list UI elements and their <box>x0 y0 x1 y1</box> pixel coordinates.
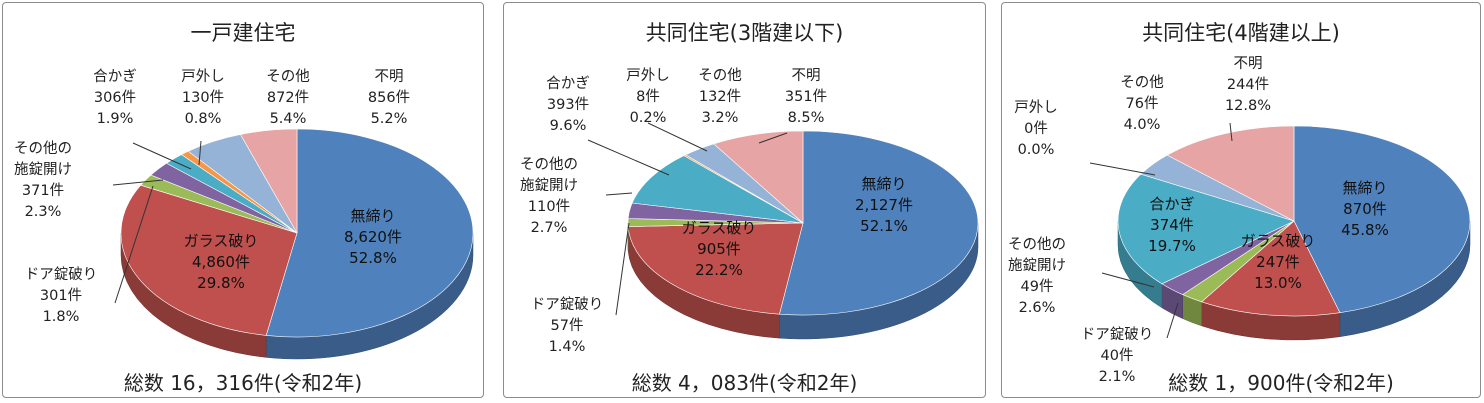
slice-label-ドア錠破り: ドア錠破り 301件 1.8% <box>25 266 98 325</box>
pie-slices <box>120 128 474 338</box>
leader-line-その他の施錠開け <box>605 192 633 196</box>
leader-line-ドア錠破り <box>1166 302 1179 339</box>
slice-label-戸外し: 戸外し 0件 0.0% <box>1014 99 1058 158</box>
pie-slice-合かぎ <box>1117 173 1295 285</box>
slice-label-その他: その他 872件 5.4% <box>266 68 310 127</box>
pie-slice-不明 <box>1166 125 1295 222</box>
slice-label-不明: 不明 244件 12.8% <box>1225 56 1271 114</box>
leader-line-戸外し <box>198 140 202 166</box>
pie-slices <box>627 130 979 316</box>
leader-line-ドア錠破り <box>615 222 630 316</box>
pie-slice-無締り <box>265 128 474 338</box>
slice-label-戸外し: 戸外し 130件 0.8% <box>181 68 225 127</box>
slice-label-不明: 不明 351件 8.5% <box>785 68 827 126</box>
chart-total: 総数 4，083件(令和2年) <box>631 371 858 395</box>
slice-label-ガラス破り: ガラス破り 247件 13.0% <box>1241 232 1316 292</box>
slice-label-ガラス破り: ガラス破り 4,860件 29.8% <box>184 232 259 292</box>
slice-label-その他: その他 76件 4.0% <box>1120 74 1164 133</box>
slice-label-ドア錠破り: ドア錠破り 40件 2.1% <box>1081 326 1154 385</box>
leader-line-合かぎ <box>132 142 192 170</box>
pie-labels: 無締り 2,127件 52.1% ガラス破り 905件 22.2% ドア錠破り 57件 1.4%… <box>520 67 913 355</box>
slice-label-その他の施錠開け: その他の施錠開け 49件 2.6% <box>1008 236 1066 316</box>
slice-label-その他の施錠開け: その他の施錠開け 371件 2.3% <box>14 140 72 220</box>
slice-label-合かぎ: 合かぎ 393件 9.6% <box>546 75 590 134</box>
pie-chart-apartment-low: 無締り 2,127件 52.1% ガラス破り 905件 22.2% ドア錠破り 57件 1.4%… <box>520 67 979 355</box>
slice-label-合かぎ: 合かぎ 374件 19.7% <box>1148 195 1196 255</box>
slice-label-その他: その他 132件 3.2% <box>698 67 742 126</box>
chart-panel-apartment-low: 無締り 2,127件 52.1% ガラス破り 905件 22.2% ドア錠破り 57件 1.4%… <box>503 2 986 398</box>
leader-line-ドア錠破り <box>114 185 154 304</box>
pie-labels: 無締り 8,620件 52.8% ガラス破り 4,860件 29.8% ドア錠破り 301件 1… <box>14 68 410 325</box>
slice-label-ドア錠破り: ドア錠破り 57件 1.4% <box>531 296 604 355</box>
chart-title: 共同住宅(3階建以下) <box>645 21 844 45</box>
pie-chart-detached-house: 無締り 8,620件 52.8% ガラス破り 4,860件 29.8% ドア錠破り 301件 1… <box>14 68 474 360</box>
chart-total: 総数 1，900件(令和2年) <box>1168 371 1394 395</box>
pie-slice-無締り <box>1293 125 1471 314</box>
slice-label-不明: 不明 856件 5.2% <box>368 69 410 127</box>
chart-panel-detached-house: 無締り 8,620件 52.8% ガラス破り 4,860件 29.8% ドア錠破り 301件 1… <box>2 2 484 398</box>
leader-line-戸外し <box>647 122 708 152</box>
chart-panel-apartment-high: 無締り 870件 45.8% ガラス破り 247件 13.0% ドア錠破り 40件 2.1% その… <box>1001 2 1481 398</box>
leader-line-その他の施錠開け <box>112 179 164 186</box>
chart-title: 一戸建住宅 <box>190 21 296 45</box>
leader-line-不明 <box>758 132 788 144</box>
leader-line-不明 <box>1229 122 1233 142</box>
pie-slices <box>1117 125 1471 317</box>
slice-label-戸外し: 戸外し 8件 0.2% <box>626 67 670 126</box>
slice-label-ガラス破り: ガラス破り 905件 22.2% <box>682 219 757 279</box>
leader-line-合かぎ <box>587 139 670 176</box>
slice-label-合かぎ: 合かぎ 306件 1.9% <box>93 68 137 127</box>
pie-slice-ガラス破り <box>120 184 298 336</box>
pie-chart-apartment-high: 無締り 870件 45.8% ガラス破り 247件 13.0% ドア錠破り 40件 2.1% その… <box>1008 56 1471 385</box>
pie-labels: 無締り 870件 45.8% ガラス破り 247件 13.0% ドア錠破り 40件 2.1% その… <box>1008 56 1389 385</box>
pie-slice-無締り <box>779 130 979 316</box>
slice-label-無締り: 無締り 8,620件 52.8% <box>344 207 402 267</box>
slice-label-無締り: 無締り 870件 45.8% <box>1341 179 1389 239</box>
pie-slice-ガラス破り <box>627 222 804 315</box>
slice-label-その他の施錠開け: その他の施錠開け 110件 2.7% <box>520 156 578 236</box>
pie-slice-合かぎ <box>631 155 804 224</box>
slice-label-無締り: 無締り 2,127件 52.1% <box>855 175 913 235</box>
chart-total: 総数 16，316件(令和2年) <box>123 371 363 395</box>
pie-slice-不明 <box>240 128 298 235</box>
pie-slice-不明 <box>713 130 804 224</box>
leader-line-その他の施錠開け <box>1101 272 1155 288</box>
pie-slice-ガラス破り <box>1200 220 1341 317</box>
leader-line-戸外し <box>1089 162 1156 176</box>
chart-title: 共同住宅(4階建以上) <box>1142 21 1340 45</box>
